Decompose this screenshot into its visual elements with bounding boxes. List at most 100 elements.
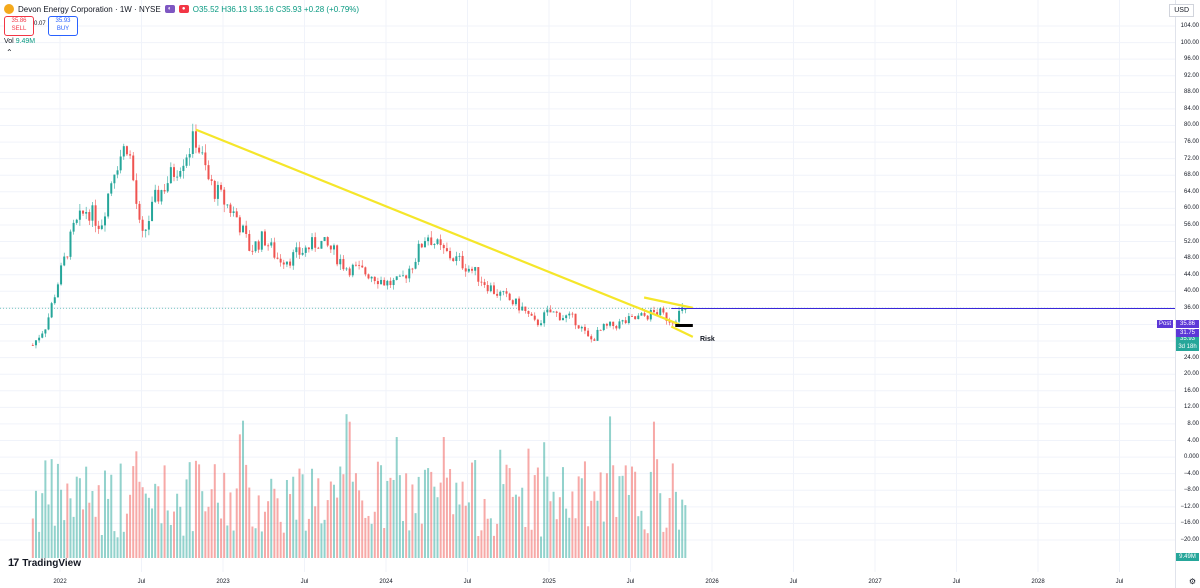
volume-bar — [138, 481, 141, 558]
volume-bar — [361, 500, 364, 558]
volume-legend[interactable]: Vol 9.49M — [4, 38, 35, 45]
price-scale[interactable]: 104.00 100.00 96.00 92.00 88.00 84.00 80.00 76.… — [1175, 0, 1200, 588]
volume-bar — [311, 468, 314, 558]
risk-label[interactable]: Risk — [700, 336, 715, 343]
volume-bar — [69, 498, 72, 558]
volume-bar — [609, 416, 612, 558]
candle-body — [395, 276, 398, 280]
volume-bar — [295, 519, 298, 558]
candle-body — [119, 156, 122, 171]
buy-button[interactable]: 35.93 BUY — [48, 16, 78, 36]
candle-body — [577, 325, 580, 329]
currency-selector[interactable]: USD — [1169, 4, 1194, 17]
candle-body — [66, 256, 69, 258]
compare-icon[interactable]: ◐ — [164, 5, 175, 13]
candle-body — [524, 306, 527, 311]
time-tick-label: Jul — [952, 579, 961, 585]
candle-body — [420, 243, 423, 248]
price-tick-label: 68.00 — [1183, 172, 1199, 179]
volume-label: Vol — [4, 38, 14, 45]
candle-body — [289, 261, 292, 266]
buy-price: 35.93 — [55, 18, 71, 24]
volume-bar — [508, 468, 511, 558]
candle-body — [665, 312, 668, 321]
volume-bar — [533, 475, 536, 558]
buy-label: BUY — [56, 26, 70, 32]
volume-bar — [50, 459, 53, 558]
candle-body — [204, 152, 207, 166]
candle-body — [656, 312, 659, 316]
collapse-legend-icon[interactable]: ⌃ — [6, 48, 13, 57]
volume-bar — [63, 520, 66, 558]
sell-label: SELL — [11, 26, 27, 32]
candle-body — [593, 339, 596, 341]
volume-bar — [326, 500, 329, 558]
indicator-flag-icon[interactable]: ● — [178, 5, 189, 13]
candle-body — [34, 340, 37, 346]
chart-title[interactable]: Devon Energy Corporation · 1W · NYSE — [18, 4, 161, 14]
volume-bar — [483, 498, 486, 558]
settings-gear-icon[interactable]: ⚙ — [1188, 577, 1196, 586]
trendline — [195, 128, 680, 326]
volume-bar — [411, 484, 414, 558]
time-tick-label: 2022 — [53, 579, 67, 585]
price-chart-canvas[interactable] — [0, 0, 1175, 588]
candle-body — [270, 242, 273, 246]
volume-bar — [292, 476, 295, 558]
candle-body — [257, 241, 260, 250]
volume-bar — [298, 468, 301, 558]
candle-body — [574, 313, 577, 326]
volume-bar — [257, 495, 260, 558]
candle-body — [176, 176, 179, 178]
bar-countdown: 3d 18h — [1178, 344, 1197, 350]
volume-bar — [518, 496, 521, 558]
candle-body — [172, 167, 175, 177]
candle-body — [521, 306, 524, 311]
candle-body — [383, 279, 386, 286]
volume-bar — [392, 479, 395, 558]
candle-body — [194, 131, 197, 148]
candle-body — [546, 309, 549, 313]
volume-bar — [182, 535, 185, 558]
volume-bar — [514, 494, 517, 558]
time-tick-label: 2027 — [868, 579, 882, 585]
volume-bar — [477, 536, 480, 558]
candle-body — [518, 298, 521, 311]
candle-body — [605, 323, 608, 326]
time-tick-label: Jul — [626, 579, 635, 585]
candle-body — [376, 281, 379, 285]
volume-bar — [100, 535, 103, 558]
volume-bar — [151, 508, 154, 558]
volume-bar — [370, 523, 373, 558]
candle-body — [342, 259, 345, 270]
volume-bar — [624, 465, 627, 558]
volume-bar — [88, 502, 91, 558]
candle-body — [549, 309, 552, 313]
sell-button[interactable]: 35.86 SELL — [4, 16, 34, 36]
price-tick-label: 92.00 — [1183, 72, 1199, 79]
price-tick-label: 76.00 — [1183, 139, 1199, 146]
volume-bar — [56, 463, 59, 558]
candle-body — [555, 311, 558, 313]
last-price-value: 35.93 — [1179, 336, 1195, 342]
candle-body — [568, 313, 571, 316]
candle-body — [442, 245, 445, 249]
candle-body — [530, 313, 533, 316]
candle-body — [354, 264, 357, 266]
price-tick-label: −8.00 — [1183, 487, 1199, 494]
volume-bar — [430, 471, 433, 558]
volume-bar — [643, 529, 646, 558]
candle-body — [652, 310, 655, 313]
volume-bar — [593, 491, 596, 558]
volume-bar — [107, 498, 110, 558]
volume-bar — [549, 501, 552, 558]
volume-bar — [405, 473, 408, 558]
candle-body — [75, 219, 78, 223]
volume-bar — [646, 533, 649, 558]
volume-bar — [524, 526, 527, 558]
candle-body — [367, 274, 370, 279]
candle-body — [53, 297, 56, 304]
candle-body — [78, 210, 81, 220]
tradingview-logo[interactable]: 17 TradingView — [8, 557, 81, 569]
